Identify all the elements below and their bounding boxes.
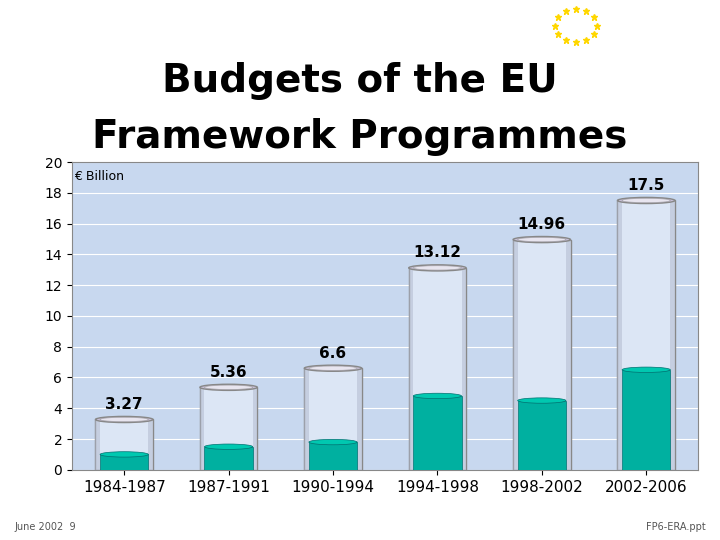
Ellipse shape [96,416,153,423]
Text: Budgets of the EU: Budgets of the EU [162,62,558,100]
Text: Framework Programmes: Framework Programmes [92,118,628,156]
Ellipse shape [305,365,361,372]
Bar [622,370,670,470]
Ellipse shape [518,398,566,403]
Bar [357,368,361,470]
Bar [305,368,361,470]
Bar [513,240,518,470]
Bar [309,442,357,470]
Ellipse shape [413,393,462,399]
Ellipse shape [513,237,570,242]
Bar [253,387,257,470]
Bar [513,240,570,470]
Text: June 2002  9: June 2002 9 [14,522,76,531]
Bar [670,200,675,470]
Text: 5.36: 5.36 [210,364,248,380]
Text: FP6-ERA.ppt: FP6-ERA.ppt [646,522,706,531]
Text: European Commission: European Commission [332,14,460,24]
Ellipse shape [622,198,670,202]
Ellipse shape [204,385,253,389]
Bar [148,420,153,470]
Bar [305,368,309,470]
Ellipse shape [204,444,253,449]
Bar [618,200,622,470]
Text: € Billion: € Billion [74,170,124,183]
Bar [618,200,675,470]
Bar [462,268,466,470]
Bar [566,240,570,470]
Text: 6.6: 6.6 [320,346,346,361]
Ellipse shape [518,238,566,242]
Ellipse shape [100,452,148,457]
Bar [200,387,257,470]
Ellipse shape [413,266,462,270]
Bar [96,420,153,470]
Ellipse shape [622,367,670,373]
Ellipse shape [309,440,357,445]
Bar [96,420,100,470]
Bar [409,268,413,470]
Bar [200,387,204,470]
Bar [204,447,253,470]
Bar [409,268,466,470]
Ellipse shape [100,417,148,422]
Ellipse shape [409,265,466,271]
Ellipse shape [200,384,257,390]
Ellipse shape [309,366,357,370]
Text: Research: Research [635,14,690,24]
Text: 14.96: 14.96 [518,217,566,232]
Bar [413,396,462,470]
Ellipse shape [618,198,675,204]
Bar [100,455,148,470]
Text: 17.5: 17.5 [628,178,665,193]
Bar [518,401,566,470]
Text: 3.27: 3.27 [105,397,143,412]
Text: 13.12: 13.12 [413,245,462,260]
